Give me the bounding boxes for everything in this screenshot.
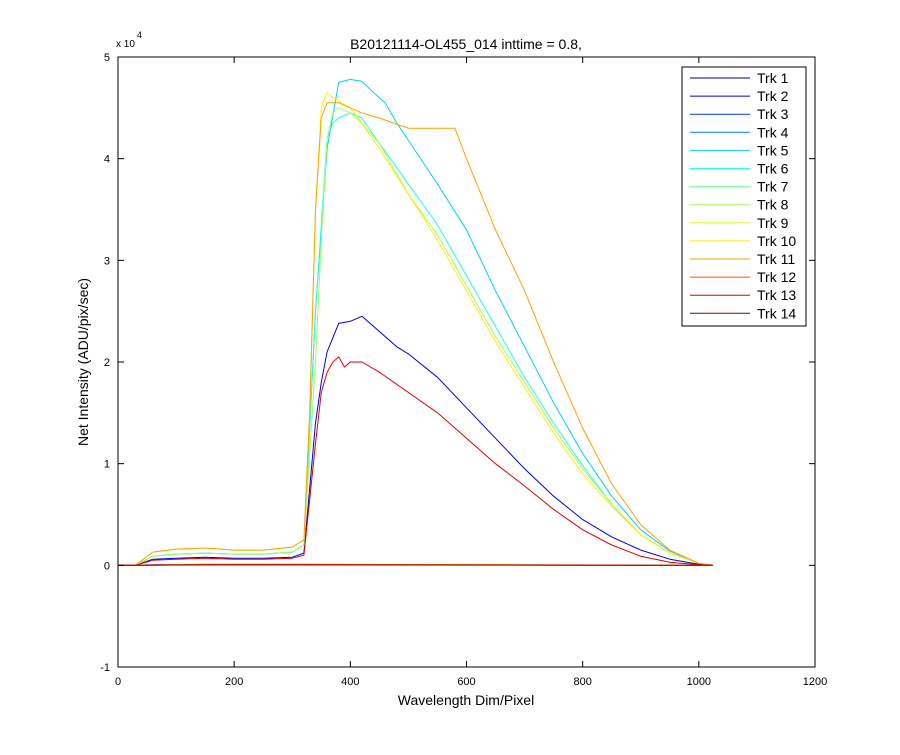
legend-label-13: Trk 13	[757, 287, 796, 303]
legend-label-10: Trk 10	[757, 233, 796, 249]
x-tick-label: 200	[225, 676, 243, 688]
y-tick-label: 1	[104, 459, 110, 471]
legend-label-9: Trk 9	[757, 215, 789, 231]
legend-label-7: Trk 7	[757, 179, 789, 195]
y-axis-exponent-prefix: x 10	[116, 39, 135, 50]
legend-label-6: Trk 6	[757, 161, 789, 177]
x-tick-label: 0	[115, 676, 121, 688]
legend-label-12: Trk 12	[757, 269, 796, 285]
y-tick-label: 0	[104, 560, 110, 572]
x-tick-label: 600	[457, 676, 475, 688]
legend-label-5: Trk 5	[757, 142, 789, 158]
x-axis-label: Wavelength Dim/Pixel	[398, 692, 534, 708]
y-tick-label: -1	[100, 662, 110, 674]
legend-label-8: Trk 8	[757, 197, 789, 213]
chart-title: B20121114-OL455_014 inttime = 0.8,	[350, 36, 582, 52]
y-tick-label: 4	[104, 154, 110, 166]
y-axis-exponent: 4	[137, 30, 142, 40]
x-tick-label: 1200	[803, 676, 827, 688]
y-tick-label: 5	[104, 52, 110, 64]
legend-label-2: Trk 2	[757, 88, 789, 104]
legend-label-14: Trk 14	[757, 305, 796, 321]
y-tick-label: 3	[104, 255, 110, 267]
legend-label-3: Trk 3	[757, 106, 789, 122]
legend-label-11: Trk 11	[757, 251, 795, 267]
y-axis-label: Net Intensity (ADU/pix/sec)	[75, 278, 91, 446]
legend-label-4: Trk 4	[757, 124, 789, 140]
legend: Trk 1 Trk 2 Trk 3 Trk 4 Trk 5 Trk 6 Trk 7 Trk 8…	[682, 67, 806, 326]
x-tick-label: 800	[573, 676, 591, 688]
legend-label-1: Trk 1	[757, 70, 789, 86]
x-tick-label: 400	[341, 676, 359, 688]
x-tick-label: 1000	[687, 676, 711, 688]
y-tick-label: 2	[104, 357, 110, 369]
